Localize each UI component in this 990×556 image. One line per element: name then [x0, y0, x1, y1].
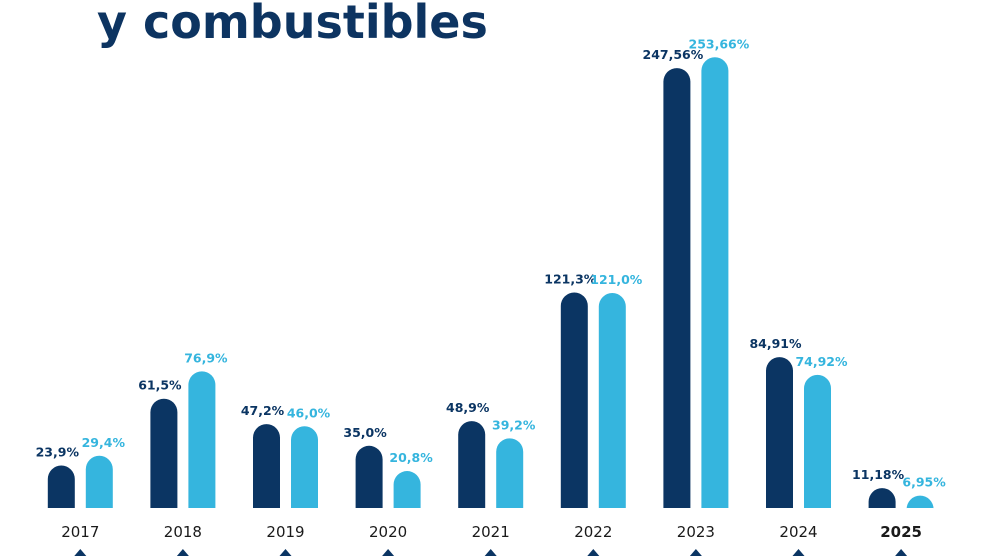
- x-tick-label: 2025: [880, 523, 922, 541]
- bar: [868, 488, 896, 508]
- tick-marker: [484, 549, 497, 556]
- bar: [355, 445, 383, 508]
- tick-marker: [382, 549, 395, 556]
- value-label: 35,0%: [343, 425, 387, 440]
- value-label: 121,3%: [544, 271, 597, 286]
- bar: [253, 424, 280, 508]
- bar: [47, 465, 75, 508]
- value-label: 11,18%: [852, 467, 905, 482]
- bar: [701, 57, 729, 509]
- value-label: 48,9%: [446, 400, 490, 415]
- bar: [188, 371, 216, 508]
- x-tick-label: 2020: [369, 523, 407, 541]
- bar: [458, 421, 486, 508]
- bar: [496, 438, 524, 508]
- value-label: 6,95%: [902, 475, 946, 490]
- value-label: 74,92%: [795, 354, 848, 369]
- bar: [560, 292, 588, 508]
- x-tick-label: 2019: [266, 523, 304, 541]
- value-label: 23,9%: [36, 445, 80, 460]
- tick-marker: [895, 549, 908, 556]
- x-tick-label: 2021: [472, 523, 510, 541]
- bar: [766, 357, 793, 508]
- x-tick-label: 2017: [61, 523, 99, 541]
- x-tick-label: 2022: [574, 523, 612, 541]
- tick-marker: [792, 549, 805, 556]
- bar: [663, 68, 691, 508]
- bar: [393, 471, 421, 508]
- value-label: 39,2%: [492, 417, 536, 432]
- tick-marker: [279, 549, 292, 556]
- value-label: 247,56%: [643, 47, 704, 62]
- value-label: 46,0%: [287, 405, 331, 420]
- bar: [598, 292, 626, 508]
- tick-marker: [689, 549, 702, 556]
- value-label: 20,8%: [389, 450, 433, 465]
- x-tick-label: 2024: [779, 523, 817, 541]
- value-label: 47,2%: [241, 403, 285, 418]
- bar: [150, 398, 178, 508]
- chart-title: y combustibles: [97, 0, 488, 49]
- value-label: 121,0%: [590, 272, 643, 287]
- value-label: 84,91%: [749, 336, 802, 351]
- bar: [291, 426, 318, 508]
- x-tick-label: 2023: [677, 523, 715, 541]
- value-label: 253,66%: [689, 36, 750, 51]
- tick-marker: [74, 549, 87, 556]
- value-label: 29,4%: [82, 435, 126, 450]
- x-tick-label: 2018: [164, 523, 202, 541]
- bar: [804, 374, 831, 508]
- value-label: 76,9%: [184, 350, 228, 365]
- value-label: 61,5%: [138, 378, 182, 393]
- tick-marker: [176, 549, 189, 556]
- bar: [85, 455, 113, 508]
- bar: [906, 495, 934, 510]
- tick-marker: [587, 549, 600, 556]
